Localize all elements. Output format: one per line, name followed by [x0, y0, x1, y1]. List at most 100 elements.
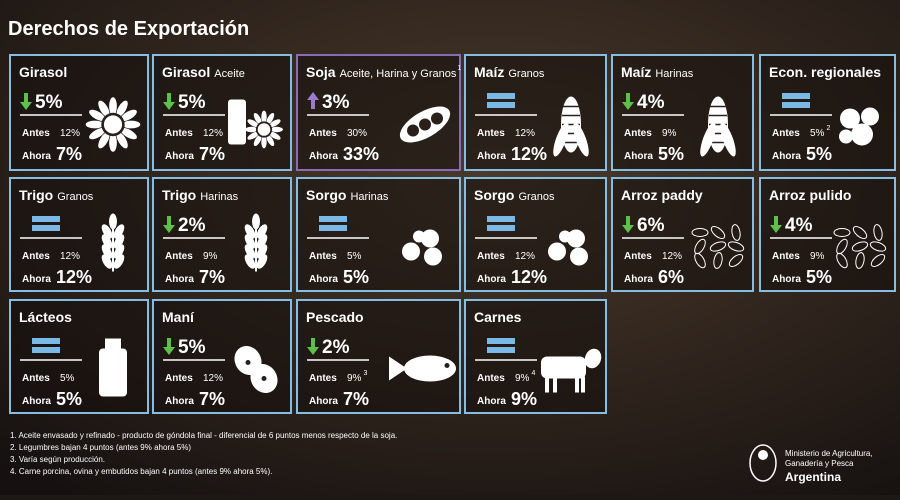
ahora-value: 12% [56, 267, 92, 287]
change-value: 5% [35, 92, 63, 113]
equal-bar [782, 93, 810, 99]
card-frame [9, 177, 149, 292]
antes-value: 9% [662, 128, 677, 139]
icon-part [584, 348, 602, 369]
card-icon [399, 106, 451, 143]
icon-part [113, 234, 125, 249]
antes-label: Antes [624, 128, 652, 139]
icon-part [113, 254, 125, 269]
card: Girasol Aceite 5% Antes 12% Ahora 7% [152, 54, 292, 171]
icon-part [266, 134, 275, 147]
card-title: Arroz pulido [769, 187, 851, 203]
trend-arrow [307, 92, 319, 109]
antes-label: Antes [309, 128, 337, 139]
card-frame [152, 299, 292, 414]
antes-label: Antes [772, 128, 800, 139]
footnote: 3. Varía según producción. [10, 455, 105, 464]
icon-part [269, 131, 281, 140]
icon-part [869, 241, 887, 252]
icon-part [252, 213, 260, 230]
ahora-label: Ahora [309, 274, 338, 285]
icon-part [101, 244, 113, 259]
ahora-value: 5% [806, 267, 832, 287]
card-title: Maní [162, 309, 195, 325]
antes-label: Antes [22, 128, 50, 139]
equal-bar [32, 347, 60, 353]
ahora-value: 5% [56, 389, 82, 409]
page-title: Derechos de Exportación [8, 18, 249, 40]
antes-value: 30% [347, 128, 367, 139]
trend-arrow [307, 338, 319, 355]
ahora-label: Ahora [165, 396, 194, 407]
icon-part [553, 376, 557, 393]
ahora-label: Ahora [22, 396, 51, 407]
ahora-label: Ahora [165, 274, 194, 285]
card-title: Sorgo [306, 187, 346, 203]
card: Girasol 5% Antes 12% Ahora 7% [9, 54, 149, 171]
card-title: Maíz [621, 64, 651, 80]
card-subtitle: Harinas [200, 191, 238, 203]
icon-part [402, 242, 420, 261]
ahora-label: Ahora [477, 274, 506, 285]
card: Pescado 2% Antes 9% 3 Ahora 7% [296, 299, 461, 414]
equal-bar [319, 216, 347, 222]
card-title: Econ. regionales [769, 64, 881, 80]
icon-part [851, 123, 873, 146]
icon-part [120, 127, 137, 140]
icon-part [101, 254, 113, 269]
card-frame [759, 177, 896, 292]
icon-part [109, 213, 117, 230]
antes-value: 12% [203, 128, 223, 139]
icon-part [89, 109, 106, 122]
icon-part [855, 252, 865, 269]
icon-part [570, 247, 588, 266]
antes-value: 12% [60, 128, 80, 139]
card: Arroz pulido 4% Antes 9% Ahora 5% [759, 177, 896, 292]
card-icon [402, 229, 442, 266]
card: Arroz paddy 6% Antes 12% Ahora 6% [611, 177, 754, 292]
icon-part [266, 112, 275, 125]
card-subtitle: Granos [518, 191, 555, 203]
card-frame [464, 299, 607, 414]
icon-part [581, 376, 585, 393]
change-value: 6% [637, 215, 665, 236]
icon-part [244, 244, 256, 259]
ahora-value: 12% [511, 267, 547, 287]
ahora-value: 7% [56, 144, 82, 164]
icon-part [113, 244, 125, 259]
icon-part [247, 119, 259, 128]
card-frame [296, 177, 461, 292]
trend-arrow [20, 93, 32, 110]
equal-bar [487, 216, 515, 222]
icon-part [728, 254, 744, 267]
card-subtitle: Aceite, Harina y Granos [340, 68, 457, 80]
icon-part [256, 224, 268, 239]
icon-part [245, 126, 258, 133]
icon-part [553, 122, 569, 157]
equal-bar [487, 338, 515, 344]
trend-arrow [163, 338, 175, 355]
card-title: Lácteos [19, 309, 72, 325]
antes-label: Antes [624, 251, 652, 262]
card-subtitle: Harinas [350, 191, 388, 203]
icon-part [389, 356, 407, 381]
icon-part [101, 224, 113, 239]
icon-part [109, 97, 117, 116]
card-frame [152, 54, 292, 171]
card: Maíz Granos Antes 12% Ahora 12% [464, 54, 607, 171]
ahora-value: 9% [511, 389, 537, 409]
footnote: 4. Carne porcina, ovina y embutidos baja… [10, 467, 272, 476]
icon-part [120, 109, 137, 122]
antes-value: 5% [810, 128, 825, 139]
equal-bar [487, 102, 515, 108]
card-frame [9, 54, 149, 171]
ahora-label: Ahora [22, 151, 51, 162]
card-subtitle: Granos [57, 191, 94, 203]
ahora-label: Ahora [309, 151, 338, 162]
equal-bar [782, 102, 810, 108]
trend-arrow [622, 93, 634, 110]
icon-part [870, 254, 886, 267]
card-title: Pescado [306, 309, 364, 325]
ahora-label: Ahora [772, 274, 801, 285]
